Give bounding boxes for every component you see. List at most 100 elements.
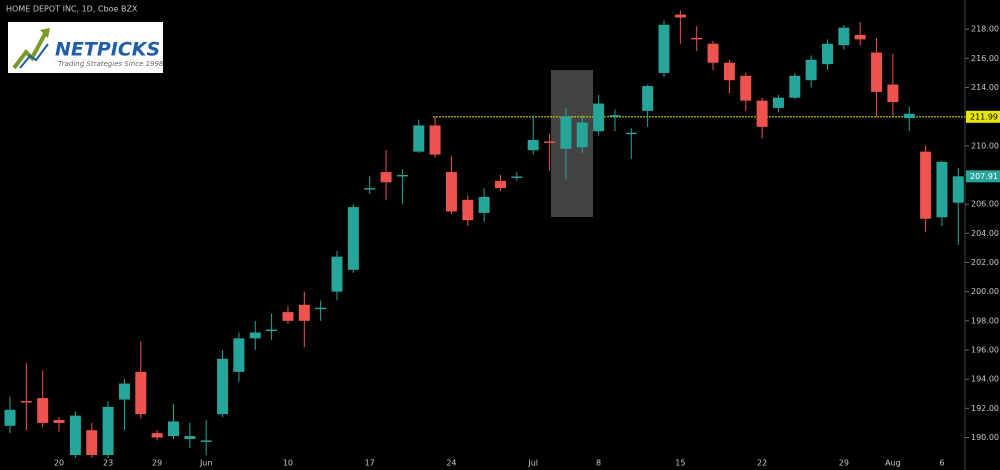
candle-body xyxy=(184,436,196,439)
logo: NETPICKS Trading Strategies Since 1998 xyxy=(8,22,164,73)
candle-body xyxy=(789,75,801,98)
y-tick-label: 216.00 xyxy=(971,54,999,63)
candle-body xyxy=(20,401,32,403)
candle-body xyxy=(249,332,261,339)
last-price-tag xyxy=(966,170,1000,183)
candle-body xyxy=(920,151,932,219)
candle-body xyxy=(445,172,457,212)
candle-body xyxy=(151,433,163,438)
x-tick-label: 6 xyxy=(939,459,944,468)
candle-body xyxy=(674,14,686,18)
candle-body xyxy=(658,24,670,73)
candle-body xyxy=(691,37,703,40)
candle-body xyxy=(331,256,343,292)
y-tick-label: 194.00 xyxy=(971,375,999,384)
candle-body xyxy=(854,35,866,40)
candle-body xyxy=(200,440,212,442)
chart-title: HOME DEPOT INC, 1D, Cboe BZX xyxy=(6,5,138,14)
x-tick-label: 29 xyxy=(152,459,162,468)
candle-body xyxy=(429,125,441,155)
candle-body xyxy=(887,84,899,103)
candle-body xyxy=(462,199,474,221)
candle-body xyxy=(233,338,245,372)
candle-body xyxy=(495,180,506,189)
candle-body xyxy=(135,371,147,415)
y-tick-label: 202.00 xyxy=(971,258,999,267)
candle-body xyxy=(707,43,719,63)
x-tick-label: 23 xyxy=(103,459,113,468)
x-tick-label: 15 xyxy=(675,459,685,468)
x-tick-label: 8 xyxy=(596,459,601,468)
y-tick-label: 204.00 xyxy=(971,229,999,238)
candle-body xyxy=(364,188,376,190)
y-tick-label: 206.00 xyxy=(971,200,999,209)
candle-body xyxy=(740,75,752,101)
x-tick-label: 10 xyxy=(283,459,293,468)
candle-body xyxy=(593,103,605,132)
y-tick-label: 214.00 xyxy=(971,83,999,92)
x-tick-label: 17 xyxy=(365,459,375,468)
x-tick-label: 29 xyxy=(839,459,849,468)
candle-body xyxy=(625,132,637,135)
y-tick-label: 198.00 xyxy=(971,316,999,325)
candle-body xyxy=(756,100,768,127)
logo-tagline: Trading Strategies Since 1998 xyxy=(58,60,164,68)
candle-body xyxy=(396,175,408,177)
candle-body xyxy=(69,415,81,455)
level-tag xyxy=(966,110,1000,123)
x-tick-label: 22 xyxy=(757,459,767,468)
y-tick-label: 200.00 xyxy=(971,287,999,296)
candle-body xyxy=(936,161,948,218)
candle-body xyxy=(315,307,327,310)
candle-body xyxy=(380,172,392,183)
candle-body xyxy=(609,115,621,117)
candle-body xyxy=(347,207,359,270)
y-tick-label: 190.00 xyxy=(971,433,999,442)
y-tick-label: 218.00 xyxy=(971,25,999,34)
candle-body xyxy=(282,312,294,321)
candle-body xyxy=(838,27,850,46)
candle-body xyxy=(871,52,883,92)
candle-body xyxy=(544,141,556,143)
x-tick-label: Jul xyxy=(527,459,538,468)
y-tick-label: 196.00 xyxy=(971,346,999,355)
logo-arrow-2 xyxy=(19,43,49,69)
logo-arrowhead xyxy=(40,28,50,38)
candle-body xyxy=(118,383,130,400)
candle-body xyxy=(822,43,833,65)
x-tick-label: 20 xyxy=(54,459,64,468)
candle-body xyxy=(266,329,278,332)
x-tick-label: Jun xyxy=(199,459,213,468)
candle-body xyxy=(478,196,490,213)
candle-body xyxy=(527,140,539,151)
candle-body xyxy=(168,421,179,437)
candle-body xyxy=(642,86,654,111)
y-tick-label: 192.00 xyxy=(971,404,999,413)
logo-box xyxy=(8,22,163,73)
candle-body xyxy=(53,420,65,423)
last-price-label: 207.91 xyxy=(970,172,998,181)
logo-arrow xyxy=(12,31,48,70)
x-tick-label: Aug xyxy=(885,459,901,468)
y-tick-label: 210.00 xyxy=(971,141,999,150)
candle-body xyxy=(560,116,572,149)
candle-body xyxy=(723,62,735,81)
logo-name: NETPICKS xyxy=(55,39,160,61)
candle-body xyxy=(4,409,16,426)
candle-body xyxy=(772,97,784,108)
candle-body xyxy=(511,176,523,178)
x-tick-label: 24 xyxy=(446,459,456,468)
candle-body xyxy=(413,125,425,152)
candle-body xyxy=(952,176,964,203)
candle-body xyxy=(102,406,114,455)
level-label: 211.99 xyxy=(970,112,998,121)
candle-body xyxy=(298,304,310,321)
candle-body xyxy=(86,430,98,455)
candle-body xyxy=(576,122,588,148)
candle-body xyxy=(37,398,49,423)
candle-body xyxy=(805,59,817,81)
candle-body xyxy=(217,358,229,415)
candle-body xyxy=(903,113,915,119)
